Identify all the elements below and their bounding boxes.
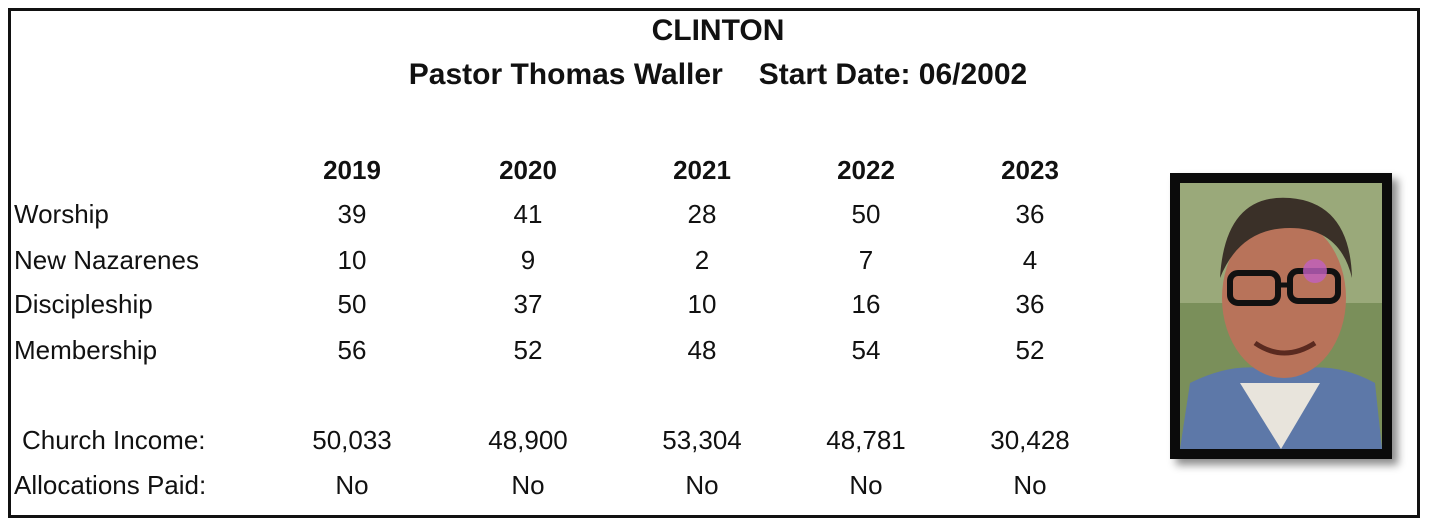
cell: 54 [852,335,881,365]
cell: 10 [688,289,717,319]
start-date: Start Date: 06/2002 [759,58,1027,91]
cell: 9 [521,245,535,275]
row-label: Church Income: [22,425,206,455]
cell: 48,781 [826,425,906,455]
column-header: 2023 [1001,155,1059,185]
cell: 2 [695,245,709,275]
cell: 53,304 [662,425,742,455]
cell: 52 [514,335,543,365]
pastor: Pastor Thomas Waller [409,58,723,91]
cell: No [849,470,882,500]
title: CLINTON [652,16,785,46]
column-header: 2021 [673,155,731,185]
column-header: 2022 [837,155,895,185]
cell: 39 [338,199,367,229]
cell: 30,428 [990,425,1070,455]
cell: 16 [852,289,881,319]
column-header: 2020 [499,155,557,185]
row-label: Membership [14,335,157,365]
cell: No [1013,470,1046,500]
cell: 10 [338,245,367,275]
cell: No [335,470,368,500]
cell: 41 [514,199,543,229]
row-label: Allocations Paid: [14,470,206,500]
cell: 56 [338,335,367,365]
pastor-photo [1170,173,1392,459]
cell: 52 [1016,335,1045,365]
row-label: New Nazarenes [14,245,199,275]
row-label: Discipleship [14,289,153,319]
row-label: Worship [14,199,109,229]
cell: 50 [852,199,881,229]
cell: 28 [688,199,717,229]
page: {"header": {"title": "CLINTON", "pastor"… [0,0,1432,504]
cell: No [685,470,718,500]
cell: 36 [1016,199,1045,229]
cell: 50,033 [312,425,392,455]
cell: 50 [338,289,367,319]
cell: 48 [688,335,717,365]
cell: No [511,470,544,500]
cell: 4 [1023,245,1037,275]
cell: 37 [514,289,543,319]
cell: 48,900 [488,425,568,455]
cell: 7 [859,245,873,275]
subtitle: Pastor Thomas Waller Start Date: 06/2002 [409,60,1027,90]
photo-image [1180,183,1382,449]
cell: 36 [1016,289,1045,319]
column-header: 2019 [323,155,381,185]
